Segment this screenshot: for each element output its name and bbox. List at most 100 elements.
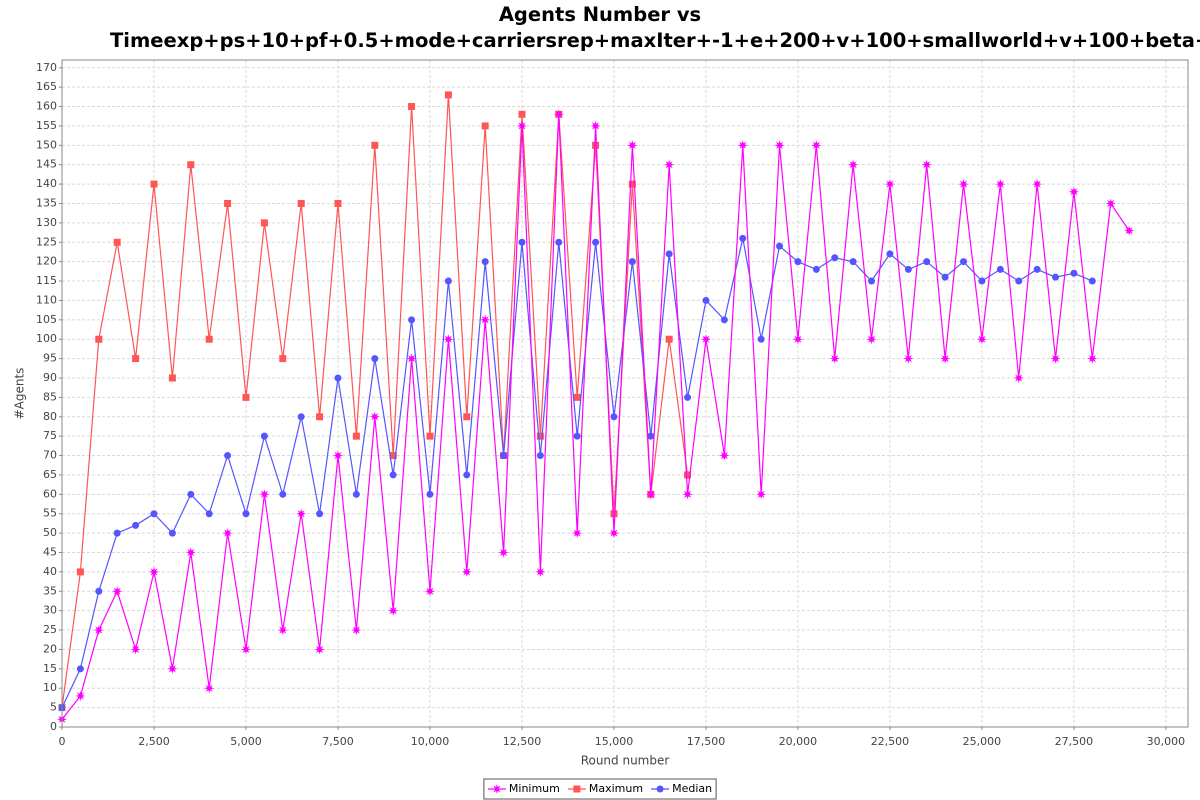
y-tick-label: 160 — [36, 100, 57, 113]
marker — [886, 250, 894, 258]
y-tick-label: 130 — [36, 216, 57, 229]
marker — [149, 566, 159, 577]
y-tick-label: 140 — [36, 177, 57, 190]
y-tick-label: 155 — [36, 119, 57, 132]
x-axis-label: Round number — [581, 754, 670, 768]
marker — [408, 103, 416, 111]
y-axis-label: #Agents — [13, 368, 27, 420]
marker — [187, 161, 195, 169]
y-tick-label: 20 — [43, 642, 57, 655]
marker — [592, 141, 600, 149]
x-tick-label: 2,500 — [138, 735, 170, 748]
y-tick-label: 40 — [43, 565, 57, 578]
y-tick-label: 45 — [43, 545, 57, 558]
marker — [702, 296, 710, 304]
y-tick-label: 150 — [36, 138, 57, 151]
y-tick-label: 165 — [36, 80, 57, 93]
marker — [921, 159, 932, 170]
marker — [904, 265, 912, 273]
marker — [518, 238, 526, 246]
marker — [903, 353, 914, 364]
marker — [776, 242, 784, 250]
marker — [113, 529, 121, 537]
y-tick-label: 105 — [36, 313, 57, 326]
y-tick-label: 75 — [43, 429, 57, 442]
marker — [812, 265, 820, 273]
y-tick-label: 120 — [36, 255, 57, 268]
marker — [259, 489, 270, 500]
marker — [940, 353, 951, 364]
marker — [369, 411, 380, 422]
marker — [831, 254, 839, 262]
marker — [297, 199, 305, 207]
marker — [737, 140, 748, 151]
marker — [316, 510, 324, 518]
marker — [224, 452, 232, 460]
marker — [242, 393, 250, 401]
marker — [168, 374, 176, 382]
marker — [701, 334, 711, 345]
x-tick-label: 0 — [59, 735, 66, 748]
marker — [849, 258, 857, 266]
y-tick-label: 55 — [43, 507, 57, 520]
marker — [1052, 273, 1060, 281]
marker — [592, 238, 600, 246]
marker — [425, 586, 435, 597]
marker — [352, 490, 360, 498]
marker — [792, 334, 803, 345]
marker — [481, 122, 489, 130]
marker — [978, 277, 986, 285]
y-tick-label: 95 — [43, 352, 57, 365]
marker — [371, 141, 379, 149]
marker — [480, 314, 491, 325]
marker — [260, 219, 268, 227]
legend-label: Median — [672, 782, 712, 795]
marker — [205, 510, 213, 518]
marker — [500, 452, 508, 460]
marker — [406, 353, 417, 364]
marker — [95, 335, 103, 343]
marker — [334, 374, 342, 382]
marker — [1087, 353, 1098, 364]
y-tick-label: 100 — [36, 332, 57, 345]
legend-marker — [573, 785, 581, 793]
marker — [958, 179, 969, 190]
marker — [112, 586, 123, 597]
marker — [610, 510, 618, 518]
marker — [444, 91, 452, 99]
y-tick-label: 85 — [43, 390, 57, 403]
marker — [573, 393, 581, 401]
marker — [316, 413, 324, 421]
y-tick-label: 15 — [43, 662, 57, 675]
marker — [610, 413, 618, 421]
y-tick-label: 10 — [43, 681, 57, 694]
marker — [628, 258, 636, 266]
marker — [297, 413, 305, 421]
chart-title: Agents Number vs Timeexp+ps+10+pf+0.5+mo… — [110, 3, 1200, 52]
marker — [241, 644, 251, 655]
marker — [884, 179, 895, 190]
marker — [996, 265, 1004, 273]
plot-border — [61, 59, 1189, 728]
marker — [224, 199, 232, 207]
marker — [150, 180, 158, 188]
marker — [682, 489, 693, 500]
marker — [1070, 269, 1078, 277]
marker — [1033, 265, 1041, 273]
marker — [518, 110, 526, 118]
marker — [352, 432, 360, 440]
marker — [389, 452, 397, 460]
marker — [444, 277, 452, 285]
y-tick-label: 35 — [43, 584, 57, 597]
marker — [684, 471, 692, 479]
y-tick-label: 50 — [43, 526, 57, 539]
marker — [132, 521, 140, 529]
marker — [388, 605, 399, 616]
marker — [572, 528, 583, 539]
marker — [260, 432, 268, 440]
marker — [296, 508, 307, 519]
marker — [995, 179, 1006, 190]
marker — [1015, 277, 1023, 285]
legend-label: Maximum — [589, 782, 643, 795]
legend-marker — [491, 784, 502, 794]
